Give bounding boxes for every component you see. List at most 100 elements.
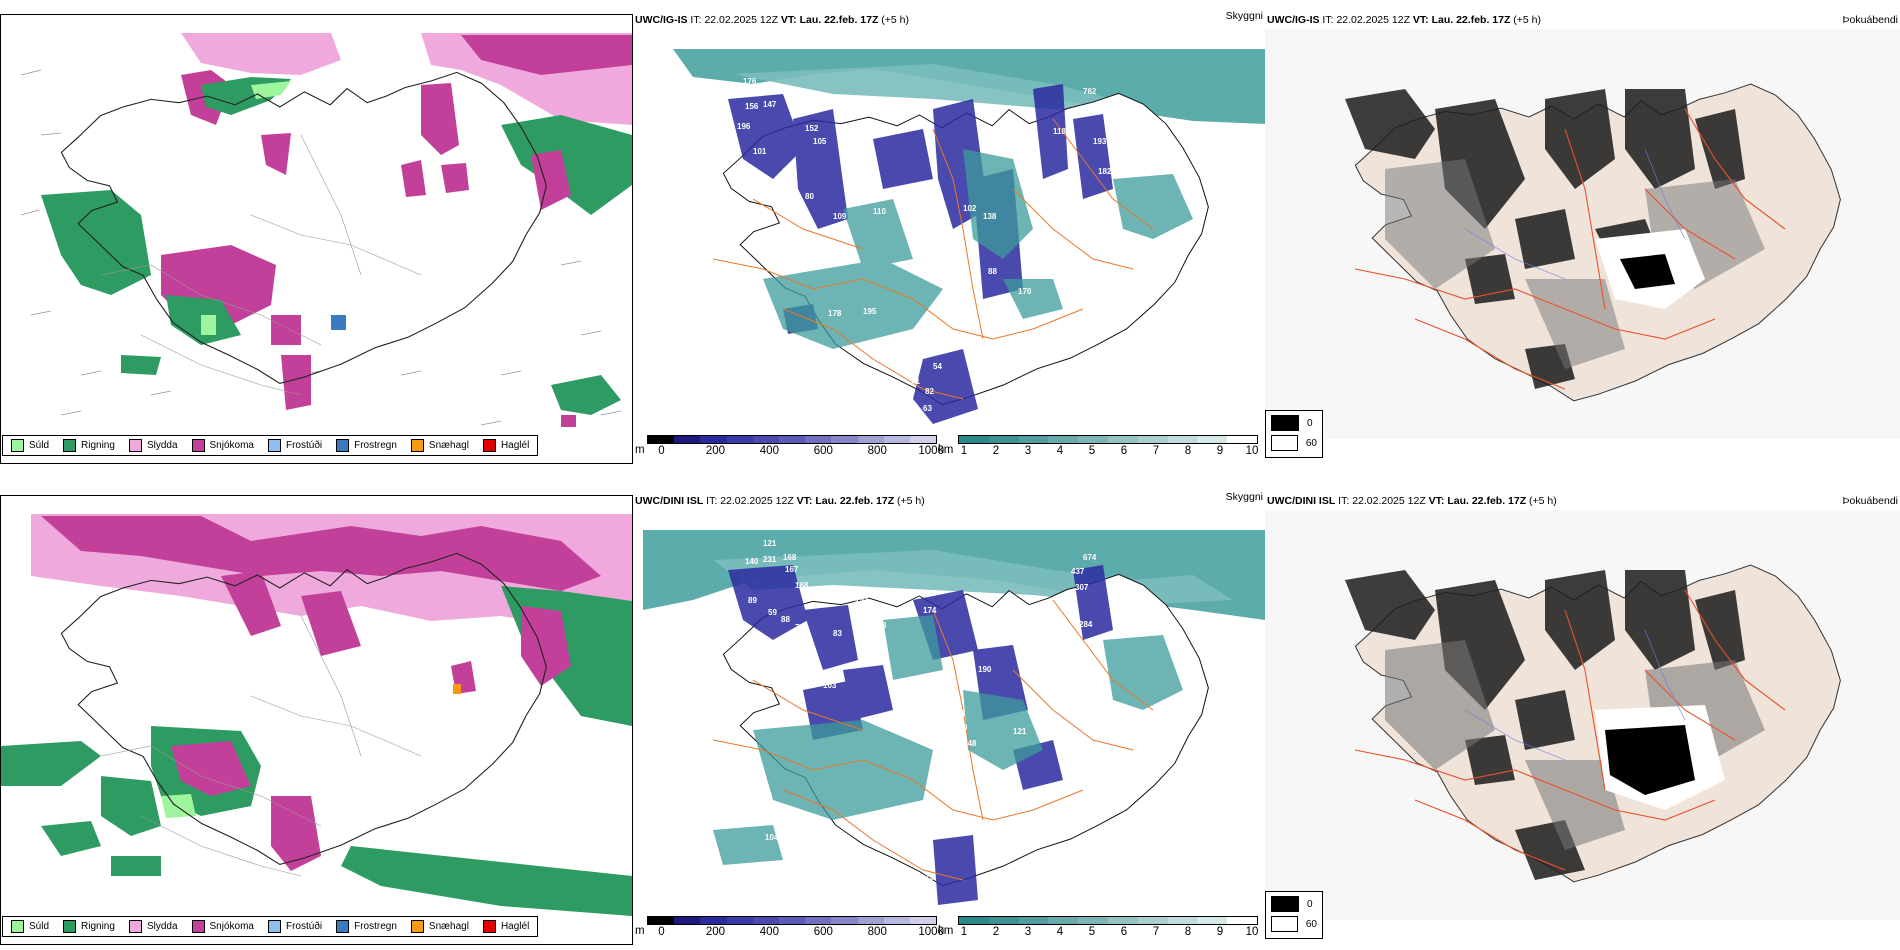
legend-item: Slydda (128, 439, 178, 452)
legend-item: Snæhagl (410, 920, 469, 933)
colorbar-swatch (857, 917, 884, 924)
svg-text:88: 88 (988, 267, 997, 276)
colorbar-tick: 400 (759, 445, 779, 457)
colorbar-swatch (1167, 436, 1198, 443)
svg-text:63: 63 (908, 871, 917, 880)
colorbar-tick: 7 (1152, 445, 1160, 457)
colorbar-tick: 0 (658, 445, 665, 457)
colorbar-swatch (1167, 917, 1198, 924)
colorbar-tick: 0 (658, 926, 665, 938)
svg-text:170: 170 (1018, 287, 1032, 296)
svg-text:110: 110 (873, 207, 886, 216)
colorbar-swatch (831, 917, 858, 924)
svg-text:138: 138 (983, 212, 997, 221)
colorbar-tick: 1000 (918, 445, 944, 457)
svg-text:102: 102 (963, 204, 977, 213)
colorbar-swatch (752, 436, 779, 443)
colorbar-tick: 3 (1024, 445, 1032, 457)
svg-text:105: 105 (813, 137, 827, 146)
colorbar-swatch (752, 917, 779, 924)
svg-text:121: 121 (1013, 727, 1027, 736)
fog-legend: 0 60 (1265, 410, 1323, 458)
svg-text:284: 284 (1079, 620, 1093, 629)
colorbar-swatch (1048, 917, 1079, 924)
svg-text:97: 97 (838, 227, 847, 236)
svg-text:43: 43 (1143, 157, 1152, 166)
legend-item: Snjókoma (191, 439, 254, 452)
svg-text:147: 147 (763, 100, 777, 109)
fog-panel-bottom: UWC/DINI ISL IT: 22.02.2025 12Z VT: Lau.… (1265, 495, 1900, 945)
colorbar-tick: 1 (960, 926, 968, 938)
svg-text:71: 71 (911, 377, 920, 386)
visibility-panel-top: UWC/IG-IS IT: 22.02.2025 12Z VT: Lau. 22… (633, 10, 1265, 464)
svg-text:89: 89 (748, 596, 757, 605)
colorbar-swatch (1197, 436, 1228, 443)
svg-text:178: 178 (828, 309, 842, 318)
colorbar-swatch (959, 917, 989, 924)
svg-text:88: 88 (781, 615, 790, 624)
legend-item: Haglél (482, 439, 529, 452)
svg-text:190: 190 (978, 665, 992, 674)
svg-text:168: 168 (783, 553, 797, 562)
colorbar-swatch (883, 917, 910, 924)
colorbar-swatch (988, 436, 1019, 443)
svg-text:176: 176 (743, 77, 757, 86)
colorbar-swatch (1107, 917, 1138, 924)
svg-text:54: 54 (933, 362, 942, 371)
colorbar-tick: 5 (1088, 445, 1096, 457)
colorbar-swatch (831, 436, 858, 443)
svg-text:73: 73 (795, 623, 804, 632)
colorbar-tick: 200 (705, 926, 726, 938)
svg-text:231: 231 (763, 555, 777, 564)
colorbar-tick: 600 (813, 445, 833, 457)
svg-text:762: 762 (1083, 87, 1097, 96)
svg-text:140: 140 (745, 557, 759, 566)
svg-text:152: 152 (805, 124, 819, 133)
colorbar-tick: 2 (992, 926, 1000, 938)
colorbar-tick: 9 (1216, 926, 1224, 938)
colorbar-tick: 9 (1216, 445, 1224, 457)
svg-text:195: 195 (923, 589, 937, 598)
svg-text:168: 168 (795, 581, 809, 590)
legend-item: Snjókoma (191, 920, 254, 933)
colorbar-swatch (805, 917, 832, 924)
svg-text:84: 84 (763, 805, 772, 814)
svg-text:118: 118 (1053, 127, 1066, 136)
svg-text:63: 63 (923, 404, 932, 413)
colorbar-tick: 4 (1056, 445, 1064, 457)
svg-text:196: 196 (737, 122, 751, 131)
colorbar-swatch (648, 917, 675, 924)
svg-text:57: 57 (908, 352, 917, 361)
colorbar-swatch (909, 436, 937, 443)
svg-text:84: 84 (763, 791, 772, 800)
panel-title: UWC/IG-IS IT: 22.02.2025 12Z VT: Lau. 22… (635, 14, 910, 26)
svg-text:103: 103 (823, 681, 837, 690)
svg-text:182: 182 (1098, 167, 1112, 176)
legend-item: Súld (11, 439, 49, 452)
panel-title: UWC/DINI ISL IT: 22.02.2025 12Z VT: Lau.… (1267, 495, 1557, 507)
cloudbase-colorbar: 0 200 400 600 800 1000 m (635, 435, 944, 458)
svg-text:307: 307 (1075, 583, 1089, 592)
fog-map (1265, 510, 1900, 920)
colorbar-swatch (674, 436, 701, 443)
colorbar-tick: 200 (705, 445, 726, 457)
colorbar-tick: 6 (1120, 445, 1128, 457)
colorbar-swatch (857, 436, 884, 443)
svg-text:674: 674 (1083, 553, 1097, 562)
svg-text:192: 192 (855, 595, 869, 604)
colorbar-swatch (959, 436, 989, 443)
svg-text:179: 179 (758, 84, 772, 93)
colorbar-swatch (1078, 917, 1108, 924)
colorbar-swatch (909, 917, 937, 924)
fog-legend: 0 60 (1265, 891, 1323, 939)
colorbar-tick: 7 (1152, 926, 1160, 938)
svg-text:437: 437 (1071, 567, 1085, 576)
svg-text:208: 208 (873, 621, 887, 630)
colorbar-swatch (700, 436, 727, 443)
svg-text:104: 104 (843, 172, 857, 181)
colorbar-tick: 1000 (918, 926, 944, 938)
svg-text:83: 83 (833, 629, 842, 638)
legend-item: Frostregn (336, 920, 397, 933)
svg-text:69: 69 (771, 322, 780, 331)
svg-text:109: 109 (833, 212, 847, 221)
